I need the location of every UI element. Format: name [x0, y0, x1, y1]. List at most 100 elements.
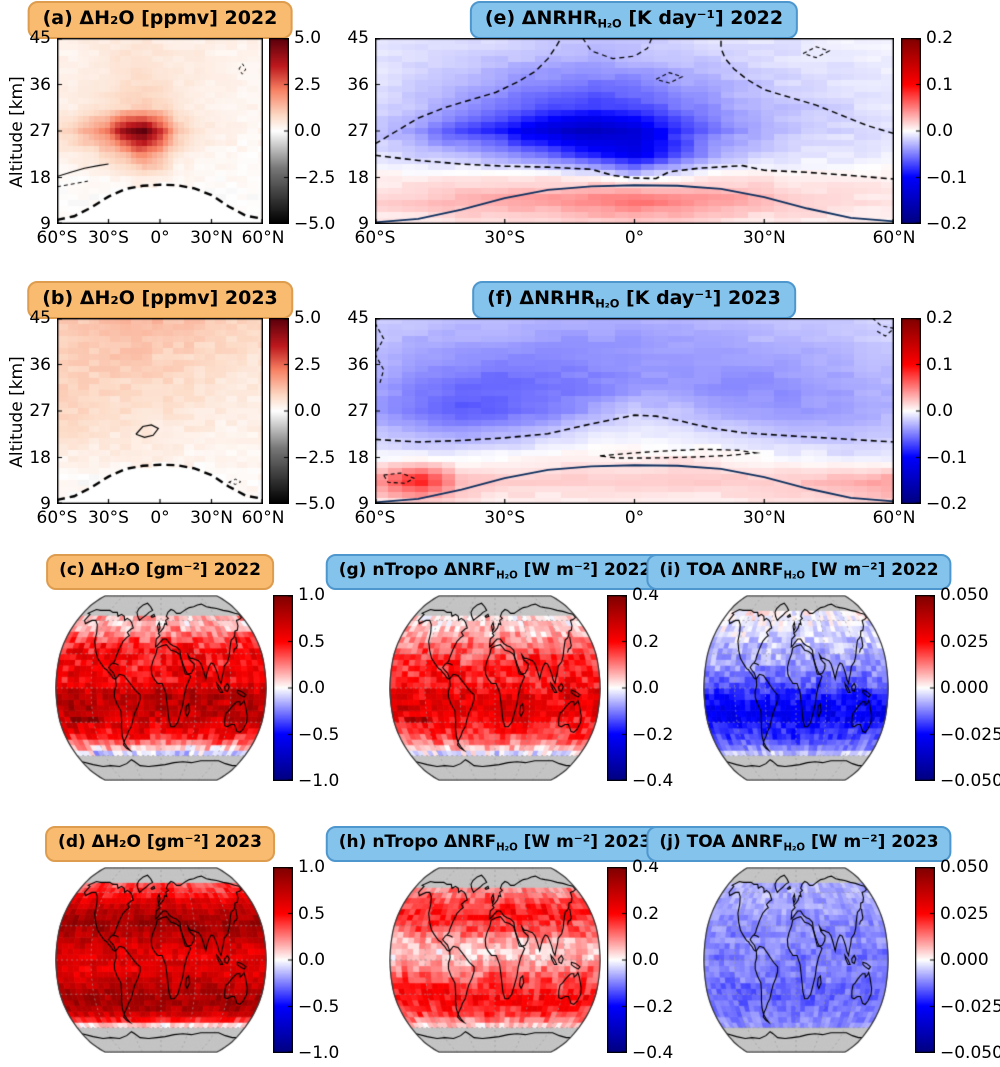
y-tick-label: 27 [29, 401, 51, 421]
x-tick-label: 30°N [190, 508, 233, 528]
panel-i-title-units: [W m⁻²] 2022 [805, 560, 939, 580]
colorbar-tick-label: 0.050 [940, 585, 989, 605]
y-tick-label: 9 [40, 494, 51, 514]
y-tick-label: 36 [347, 74, 369, 95]
colorbar-tick-label: 1.0 [298, 857, 326, 877]
colorbar-tick-label: 0.2 [926, 28, 954, 48]
y-tick-label: 9 [40, 214, 51, 234]
y-tick-label: 36 [347, 354, 369, 375]
colorbar-tick-label: −5.0 [294, 494, 336, 514]
colorbar-tick-label: 0.4 [632, 857, 660, 877]
colorbar-tick-label: 0.0 [632, 678, 660, 698]
panel-a-title-badge: (a) ΔH₂O [ppmv] 2022 [27, 1, 293, 40]
panel-e-title-badge: (e) ΔNRHRH₂O [K day⁻¹] 2022 [469, 1, 799, 40]
x-tick-label: 60°S [36, 228, 78, 248]
panel-b-colorbar [269, 318, 289, 504]
colorbar-tick-label: 0.2 [632, 903, 660, 924]
colorbar-tick-label: 2.5 [294, 74, 322, 95]
panel-f-title-badge: (f) ΔNRHRH₂O [K day⁻¹] 2023 [472, 281, 796, 320]
panel-g-map [389, 595, 601, 781]
x-tick-label: 30°N [742, 508, 786, 528]
colorbar-tick-label: −0.4 [632, 771, 674, 791]
colorbar-tick-label: −1.0 [298, 771, 340, 791]
panel-f-heatmap [375, 318, 894, 504]
colorbar-tick-label: 0.025 [940, 631, 989, 652]
panel-e-title-units: [K day⁻¹] 2022 [621, 7, 784, 29]
panel-j-title-subscript: H₂O [783, 842, 806, 854]
colorbar-tick-label: 0.0 [294, 121, 322, 141]
panel-j-map [703, 867, 889, 1053]
colorbar-tick-label: −0.050 [940, 771, 1000, 791]
x-tick-label: 0° [150, 508, 170, 528]
colorbar-tick-label: −0.2 [632, 996, 674, 1017]
panel-e-colorbar [901, 38, 921, 224]
panel-i-colorbar [915, 595, 935, 781]
colorbar-tick-label: 0.2 [926, 308, 954, 328]
colorbar-tick-label: −0.050 [940, 1043, 1000, 1063]
y-tick-label: 18 [347, 167, 369, 188]
x-tick-label: 0° [150, 228, 170, 248]
y-tick-label: 27 [29, 121, 51, 141]
x-tick-label: 30°N [742, 228, 786, 248]
x-tick-label: 60°S [354, 228, 396, 248]
x-tick-label: 60°N [872, 508, 916, 528]
colorbar-tick-label: −0.025 [940, 724, 1000, 745]
colorbar-tick-label: 0.2 [632, 631, 660, 652]
colorbar-tick-label: −0.2 [632, 724, 674, 745]
panel-e-title-subscript: H₂O [597, 16, 622, 31]
colorbar-tick-label: 0.0 [298, 678, 326, 698]
y-tick-label: 45 [29, 28, 51, 48]
panel-h-title: (h) nTropo ΔNRF [338, 832, 497, 852]
panel-f: (f) ΔNRHRH₂O [K day⁻¹] 2023 45 36 27 18 9 60°… [335, 272, 1000, 546]
colorbar-tick-label: 5.0 [294, 28, 322, 48]
panel-c-colorbar [273, 595, 293, 781]
panel-g: (g) nTropo ΔNRFH₂O [W m⁻²] 2022 0.4 0.2 0.… [325, 546, 673, 812]
panel-h-title-units: [W m⁻²] 2023 [517, 832, 652, 852]
colorbar-tick-label: 5.0 [294, 308, 322, 328]
colorbar-tick-label: 0.0 [294, 401, 322, 421]
panel-h: (h) nTropo ΔNRFH₂O [W m⁻²] 2023 0.4 0.2 0.… [325, 818, 673, 1067]
x-tick-label: 0° [624, 228, 645, 248]
panel-f-title-units: [K day⁻¹] 2023 [619, 287, 781, 309]
x-tick-label: 60°N [241, 228, 285, 248]
y-axis-label: Altitude [km] [7, 356, 27, 468]
panel-g-title-badge: (g) nTropo ΔNRFH₂O [W m⁻²] 2022 [325, 554, 665, 591]
y-tick-label: 45 [347, 308, 369, 328]
y-tick-label: 36 [29, 354, 51, 375]
y-tick-label: 27 [347, 121, 369, 141]
panel-h-map [389, 867, 601, 1053]
panel-g-title: (g) nTropo ΔNRF [338, 560, 497, 580]
colorbar-tick-label: −2.5 [294, 167, 336, 188]
panel-f-title-subscript: H₂O [595, 296, 620, 311]
y-tick-label: 9 [358, 494, 369, 514]
x-tick-label: 60°S [36, 508, 78, 528]
panel-c: (c) ΔH₂O [gm⁻²] 2022 1.0 0.5 0.0 −0.5 −1.0 [15, 546, 340, 812]
panel-i-title: (i) TOA ΔNRF [659, 560, 784, 580]
panel-g-title-units: [W m⁻²] 2022 [517, 560, 652, 580]
panel-a: (a) ΔH₂O [ppmv] 2022 Altitude [km] 45 36 2… [0, 0, 335, 272]
colorbar-tick-label: −0.025 [940, 996, 1000, 1017]
colorbar-tick-label: −0.2 [926, 494, 968, 514]
panel-e-heatmap [375, 38, 894, 224]
x-tick-label: 0° [624, 508, 645, 528]
colorbar-tick-label: −2.5 [294, 447, 336, 468]
panel-d-title: (d) ΔH₂O [gm⁻²] 2023 [58, 832, 262, 852]
panel-f-title: (f) ΔNRHR [487, 287, 596, 309]
panel-a-colorbar [269, 38, 289, 224]
colorbar-tick-label: 0.0 [632, 950, 660, 970]
panel-c-title-badge: (c) ΔH₂O [gm⁻²] 2022 [46, 554, 274, 591]
colorbar-tick-label: 0.5 [298, 903, 326, 924]
panel-h-colorbar [607, 867, 627, 1053]
y-tick-label: 18 [29, 167, 51, 188]
colorbar-tick-label: 2.5 [294, 354, 322, 375]
x-tick-label: 60°N [872, 228, 916, 248]
colorbar-tick-label: −0.1 [926, 447, 968, 468]
x-tick-label: 30°S [88, 508, 129, 528]
colorbar-tick-label: −0.2 [926, 214, 968, 234]
x-tick-label: 60°N [241, 508, 285, 528]
colorbar-tick-label: 0.5 [298, 631, 326, 652]
panel-f-colorbar [901, 318, 921, 504]
panel-b-title-badge: (b) ΔH₂O [ppmv] 2023 [27, 281, 293, 320]
panel-a-title: (a) ΔH₂O [ppmv] 2022 [42, 7, 278, 29]
y-tick-label: 18 [29, 447, 51, 468]
